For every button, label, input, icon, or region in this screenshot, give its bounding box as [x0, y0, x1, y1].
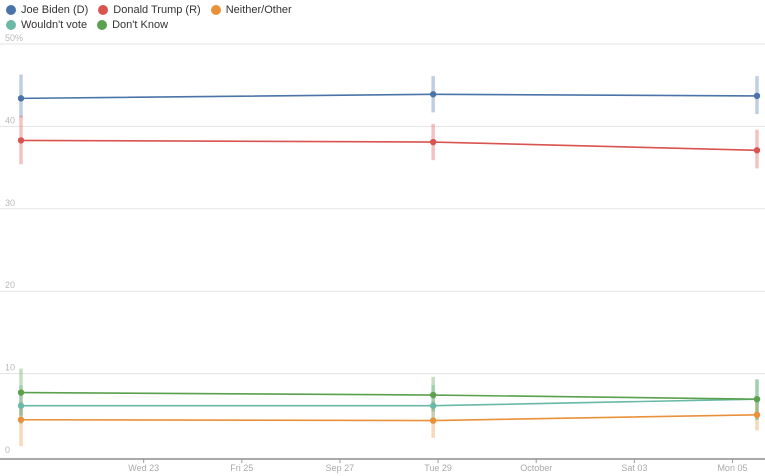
legend-label: Joe Biden (D): [21, 3, 89, 16]
legend-label: Wouldn't vote: [21, 18, 88, 31]
y-tick-label: 40: [5, 115, 15, 125]
series-line: [20, 391, 758, 400]
series-line: [20, 139, 758, 152]
series-line: [20, 414, 758, 422]
data-point: [429, 402, 437, 409]
data-point: [753, 395, 761, 403]
y-tick-label: 20: [5, 280, 15, 290]
y-tick-label: 30: [5, 198, 15, 208]
x-tick-label: Wed 23: [128, 463, 159, 473]
data-point: [17, 95, 25, 102]
data-point: [429, 391, 437, 399]
legend-item[interactable]: Wouldn't vote: [6, 17, 87, 32]
legend-dot-icon: [210, 4, 221, 15]
data-point: [753, 411, 761, 418]
data-point: [429, 138, 437, 146]
legend-item[interactable]: Neither/Other: [210, 2, 292, 17]
legend-dot-icon: [6, 4, 16, 15]
data-point: [17, 389, 25, 396]
data-point: [753, 92, 761, 100]
x-tick-label: Mon 05: [717, 463, 747, 473]
series-line: [20, 93, 758, 100]
legend-dot-icon: [6, 19, 16, 30]
legend-item[interactable]: Don't Know: [97, 17, 168, 32]
y-tick-label: 0: [5, 445, 10, 455]
legend-dot-icon: [98, 4, 109, 15]
legend-item[interactable]: Joe Biden (D): [6, 2, 88, 17]
data-point: [429, 417, 437, 424]
legend-dot-icon: [97, 19, 108, 30]
x-tick-label: Tue 29: [424, 463, 452, 473]
x-tick-label: Sat 03: [621, 463, 647, 473]
x-tick-label: Sep 27: [326, 463, 355, 473]
data-point: [17, 137, 25, 144]
x-tick-label: October: [520, 463, 552, 473]
legend-label: Don't Know: [112, 18, 169, 31]
data-point: [17, 416, 25, 423]
data-point: [753, 147, 761, 154]
legend-label: Donald Trump (R): [113, 3, 201, 16]
legend-label: Neither/Other: [225, 3, 292, 16]
y-tick-label: 10: [5, 363, 15, 373]
legend: Joe Biden (D) Donald Trump (R) Neither/Oth…: [6, 2, 336, 32]
x-tick-label: Fri 25: [230, 463, 253, 473]
data-point: [17, 402, 25, 409]
legend-item[interactable]: Donald Trump (R): [98, 2, 201, 17]
y-tick-label: 50%: [5, 33, 23, 43]
data-point: [429, 91, 437, 98]
series-line: [21, 398, 758, 407]
